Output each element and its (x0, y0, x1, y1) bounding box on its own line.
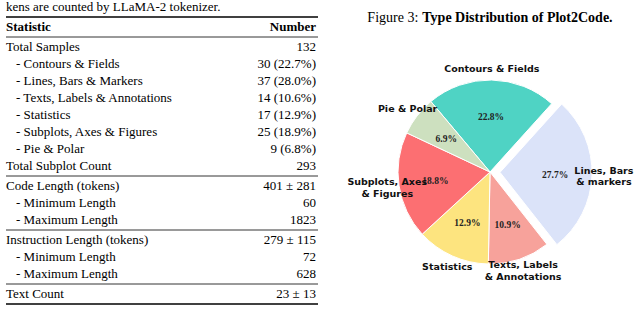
table-cell: - Lines, Bars & Markers (16, 73, 143, 88)
category-label-line: Subplots, Axes (347, 176, 427, 187)
table-cell: - Subplots, Axes & Figures (16, 124, 157, 139)
table-cell: - Minimum Length (16, 195, 116, 210)
table-rule (6, 37, 318, 38)
category-label: Texts, Labels& Annotations (485, 259, 562, 282)
table-cell: - Maximum Length (16, 266, 118, 281)
table-cell: 25 (18.9%) (258, 124, 317, 139)
category-label: Lines, Bars& markers (574, 165, 633, 188)
category-label: Statistics (422, 261, 473, 272)
table-cell: 37 (28.0%) (258, 73, 317, 88)
table-cell: - Maximum Length (16, 212, 118, 227)
table-cell: 23 ± 13 (276, 286, 316, 301)
table-cell: - Contours & Fields (16, 56, 120, 71)
table-cell: 401 ± 281 (263, 178, 316, 193)
page: kens are counted by LLaMA-2 tokenizer. St… (0, 0, 640, 315)
category-label-line: Lines, Bars (574, 165, 633, 176)
table-cell: Total Subplot Count (6, 158, 112, 173)
pie-slice (488, 172, 547, 264)
table-cell: Instruction Length (tokens) (6, 232, 148, 247)
table-cell: 279 ± 115 (264, 232, 316, 247)
table-header: Number (270, 19, 316, 34)
caption-fragment: kens are counted by LLaMA-2 tokenizer. (6, 0, 220, 14)
table-cell: 1823 (290, 212, 316, 227)
table-cell: 72 (303, 249, 316, 264)
stats-table: kens are counted by LLaMA-2 tokenizer. St… (6, 0, 318, 304)
figure-title: Figure 3: Type Distribution of Plot2Code. (367, 10, 612, 25)
category-label-line: Texts, Labels (488, 259, 558, 270)
table-cell: - Texts, Labels & Annotations (16, 90, 172, 105)
table-cell: 293 (297, 158, 317, 173)
table-cell: Code Length (tokens) (6, 178, 119, 193)
data-label: 6.9% (436, 134, 457, 144)
table-rule (6, 16, 318, 17)
table-cell: Text Count (6, 286, 64, 301)
chart-title: Type Distribution of Plot2Code. (422, 10, 612, 25)
category-label-line: & markers (576, 176, 632, 187)
category-label-line: Pie & Polar (378, 103, 438, 114)
data-label: 12.9% (454, 218, 480, 228)
category-label: Pie & Polar (378, 103, 438, 114)
table-cell: 60 (303, 195, 316, 210)
data-label: 10.9% (495, 220, 521, 230)
data-label: 22.8% (478, 112, 504, 122)
table-header: Statistic (6, 19, 51, 34)
table-cell: 14 (10.6%) (258, 90, 317, 105)
table-cell: 30 (22.7%) (258, 56, 317, 71)
figure-label: Figure 3: (367, 10, 418, 25)
table-cell: Total Samples (6, 39, 80, 54)
data-label: 27.7% (542, 170, 568, 180)
table-cell: - Pie & Polar (16, 141, 85, 156)
table-cell: - Minimum Length (16, 249, 116, 264)
table-cell: 9 (6.8%) (271, 141, 317, 156)
table-rule (6, 230, 318, 231)
table-cell: 628 (297, 266, 317, 281)
table-rule (6, 284, 318, 285)
table-cell: - Statistics (16, 107, 71, 122)
table-rule (6, 176, 318, 177)
category-label-line: Contours & Fields (444, 63, 540, 74)
category-label-line: & Annotations (485, 271, 562, 282)
table-cell: 132 (297, 39, 317, 54)
category-label-line: Statistics (422, 261, 473, 272)
category-label: Contours & Fields (444, 63, 540, 74)
table-cell: 17 (12.9%) (258, 107, 317, 122)
category-label-line: & Figures (361, 188, 413, 199)
category-label: Subplots, Axes& Figures (347, 176, 427, 199)
table-rule (6, 303, 318, 304)
